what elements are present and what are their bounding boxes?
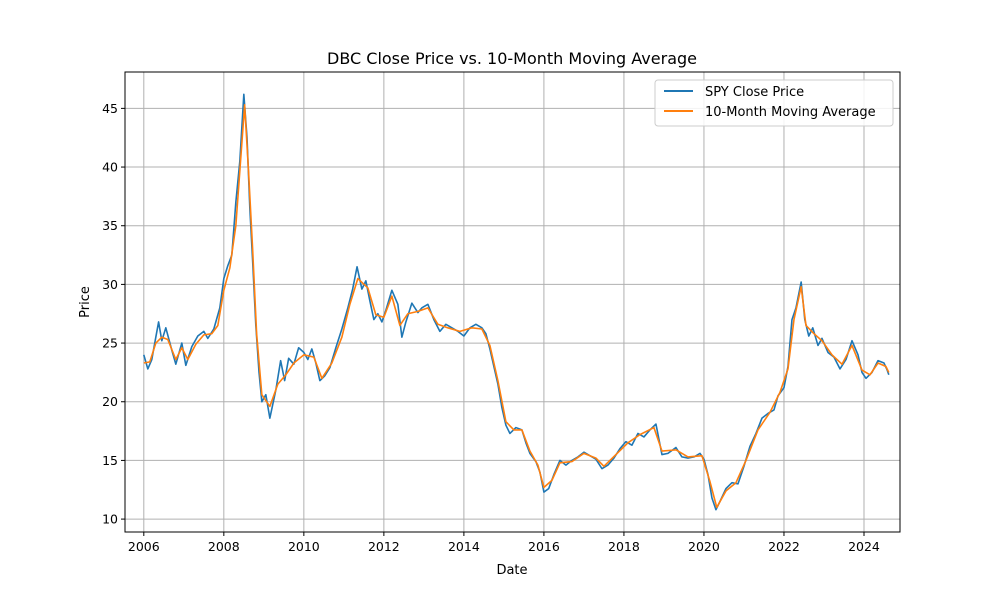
x-axis-label: Date [496, 563, 527, 578]
y-tick-label: 20 [102, 394, 118, 409]
x-tick-label: 2008 [208, 539, 240, 554]
y-tick-label: 15 [102, 453, 118, 468]
y-tick-label: 45 [102, 101, 118, 116]
gridlines [125, 72, 900, 532]
series-line-moving-average [143, 104, 890, 509]
y-tick-label: 40 [102, 160, 118, 175]
x-tick-label: 2016 [528, 539, 560, 554]
x-tick-label: 2006 [128, 539, 160, 554]
x-tick-label: 2014 [448, 539, 480, 554]
x-tick-label: 2020 [688, 539, 720, 554]
chart-title: DBC Close Price vs. 10-Month Moving Aver… [327, 49, 697, 68]
y-axis-label: Price [78, 286, 93, 318]
y-tick-label: 35 [102, 218, 118, 233]
x-tick-label: 2022 [768, 539, 800, 554]
y-tick-label: 10 [102, 512, 118, 527]
x-tick-label: 2024 [848, 539, 880, 554]
y-tick-label: 30 [102, 277, 118, 292]
legend-label-moving-average: 10-Month Moving Average [705, 105, 876, 120]
series-lines [143, 93, 890, 511]
x-tick-label: 2018 [608, 539, 640, 554]
plot-area-frame [124, 71, 901, 533]
y-tick-label: 25 [102, 336, 118, 351]
axis-ticks: 2006 2008 2010 2012 2014 2016 2018 2020 2022 2024… [102, 101, 880, 554]
x-tick-label: 2010 [288, 539, 320, 554]
legend: SPY Close Price 10-Month Moving Average [654, 79, 894, 127]
legend-label-spy-close: SPY Close Price [705, 85, 804, 100]
x-tick-label: 2012 [368, 539, 400, 554]
legend-box [654, 79, 894, 127]
